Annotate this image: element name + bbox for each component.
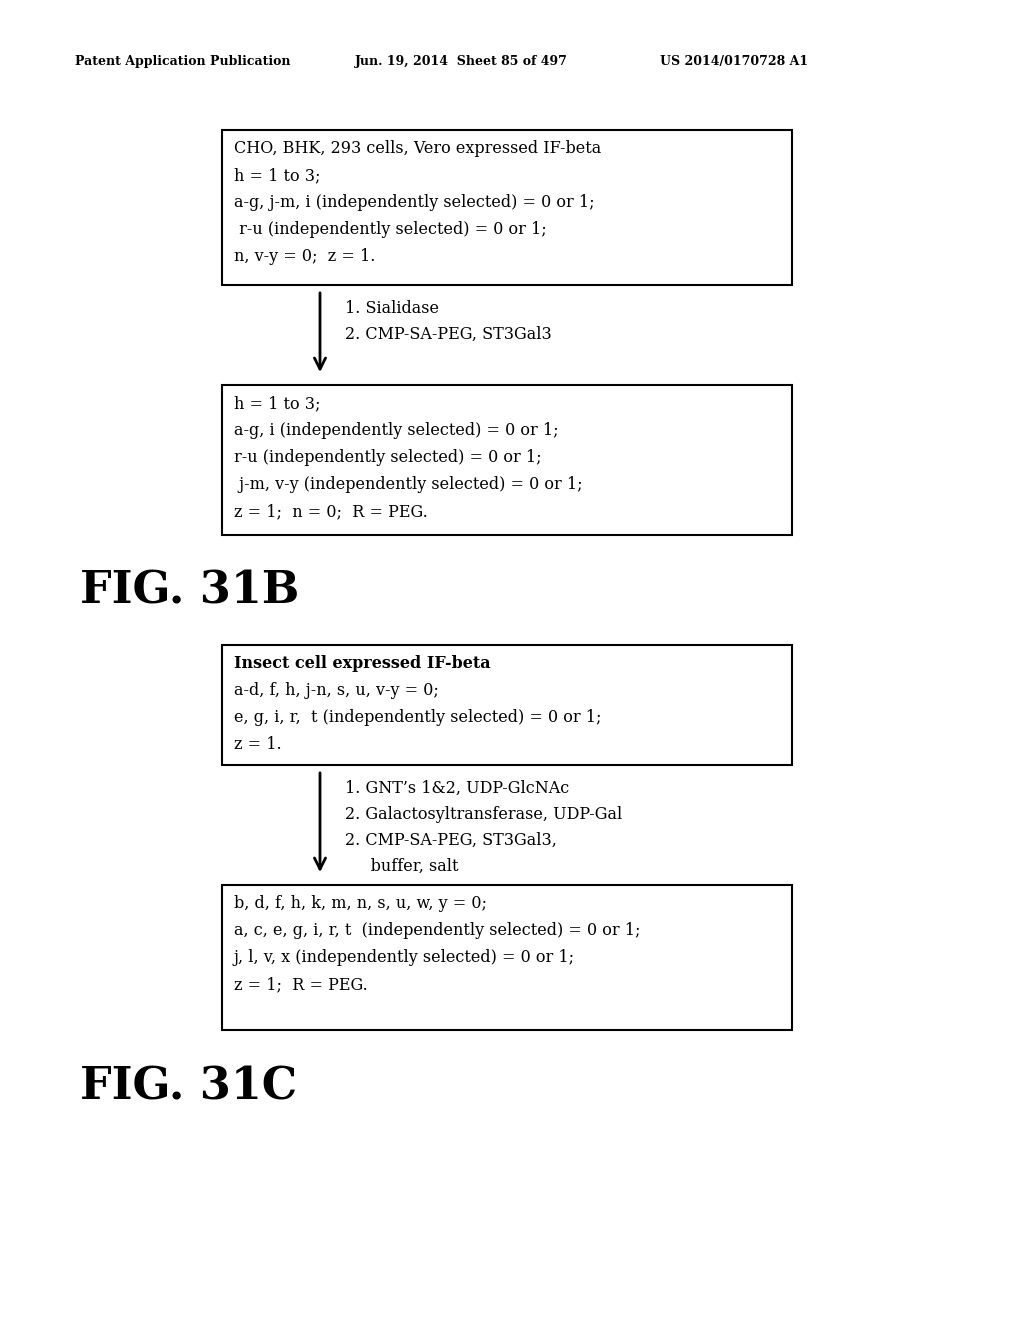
Text: 1. Sialidase: 1. Sialidase [345,300,439,317]
Text: j, l, v, x (independently selected) = 0 or 1;: j, l, v, x (independently selected) = 0 … [234,949,575,966]
Text: 2. Galactosyltransferase, UDP-Gal: 2. Galactosyltransferase, UDP-Gal [345,807,623,822]
Text: Patent Application Publication: Patent Application Publication [75,55,291,69]
Text: a-d, f, h, j-n, s, u, v-y = 0;: a-d, f, h, j-n, s, u, v-y = 0; [234,682,439,700]
Text: US 2014/0170728 A1: US 2014/0170728 A1 [660,55,808,69]
Text: 1. GNT’s 1&2, UDP-GlcNAc: 1. GNT’s 1&2, UDP-GlcNAc [345,780,569,797]
Text: b, d, f, h, k, m, n, s, u, w, y = 0;: b, d, f, h, k, m, n, s, u, w, y = 0; [234,895,487,912]
Bar [222,385,792,535]
Bar [222,645,792,766]
Text: e, g, i, r,  t (independently selected) = 0 or 1;: e, g, i, r, t (independently selected) =… [234,709,601,726]
Text: j-m, v-y (independently selected) = 0 or 1;: j-m, v-y (independently selected) = 0 or… [234,477,583,492]
Text: z = 1;  n = 0;  R = PEG.: z = 1; n = 0; R = PEG. [234,503,428,520]
Text: 2. CMP-SA-PEG, ST3Gal3: 2. CMP-SA-PEG, ST3Gal3 [345,326,552,343]
Text: h = 1 to 3;: h = 1 to 3; [234,395,321,412]
Text: z = 1;  R = PEG.: z = 1; R = PEG. [234,975,368,993]
Text: n, v-y = 0;  z = 1.: n, v-y = 0; z = 1. [234,248,376,265]
Text: buffer, salt: buffer, salt [345,858,459,875]
Text: 2. CMP-SA-PEG, ST3Gal3,: 2. CMP-SA-PEG, ST3Gal3, [345,832,557,849]
Text: a, c, e, g, i, r, t  (independently selected) = 0 or 1;: a, c, e, g, i, r, t (independently selec… [234,921,640,939]
Text: r-u (independently selected) = 0 or 1;: r-u (independently selected) = 0 or 1; [234,220,547,238]
Text: Insect cell expressed IF-beta: Insect cell expressed IF-beta [234,655,490,672]
Text: a-g, i (independently selected) = 0 or 1;: a-g, i (independently selected) = 0 or 1… [234,422,559,440]
Text: FIG. 31C: FIG. 31C [80,1065,297,1107]
Text: r-u (independently selected) = 0 or 1;: r-u (independently selected) = 0 or 1; [234,449,542,466]
Bar [222,884,792,1030]
Text: a-g, j-m, i (independently selected) = 0 or 1;: a-g, j-m, i (independently selected) = 0… [234,194,595,211]
Text: z = 1.: z = 1. [234,737,282,752]
Text: CHO, BHK, 293 cells, Vero expressed IF-beta: CHO, BHK, 293 cells, Vero expressed IF-b… [234,140,601,157]
Text: FIG. 31B: FIG. 31B [80,570,299,612]
Text: h = 1 to 3;: h = 1 to 3; [234,168,321,183]
Bar [222,129,792,285]
Text: Jun. 19, 2014  Sheet 85 of 497: Jun. 19, 2014 Sheet 85 of 497 [355,55,568,69]
